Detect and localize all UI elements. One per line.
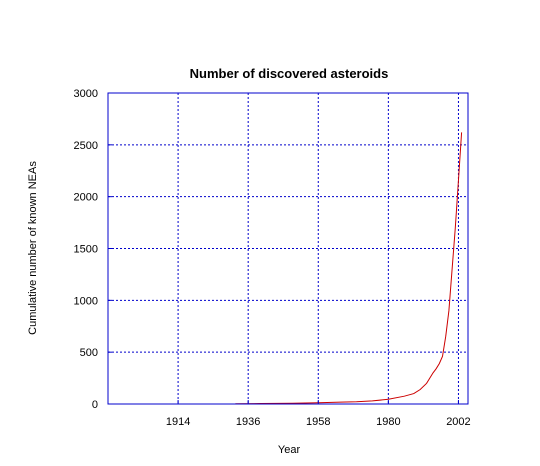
x-tick-label: 1958 — [306, 416, 330, 428]
x-axis: 1914 1936 1958 1980 2002 — [166, 400, 471, 428]
y-tick-label: 0 — [92, 399, 98, 411]
x-tick-label: 2002 — [446, 416, 470, 428]
y-tick-label: 1000 — [74, 295, 98, 307]
series-line — [235, 132, 463, 405]
x-tick-label: 1914 — [166, 416, 190, 428]
x-tick-label: 1980 — [376, 416, 400, 428]
y-tick-label: 1500 — [74, 244, 98, 256]
x-tick-label: 1936 — [236, 416, 260, 428]
series-layer — [235, 132, 463, 405]
y-tick-label: 3000 — [74, 88, 98, 100]
chart-title: Number of discovered asteroids — [190, 66, 389, 81]
x-axis-label: Year — [278, 444, 301, 456]
y-axis-label: Cumulative number of known NEAs — [27, 161, 39, 335]
grid — [108, 93, 468, 404]
y-tick-label: 500 — [80, 347, 98, 359]
y-axis: 0 500 1000 1500 2000 2500 3000 — [74, 88, 112, 411]
y-tick-label: 2000 — [74, 192, 98, 204]
y-tick-label: 2500 — [74, 140, 98, 152]
